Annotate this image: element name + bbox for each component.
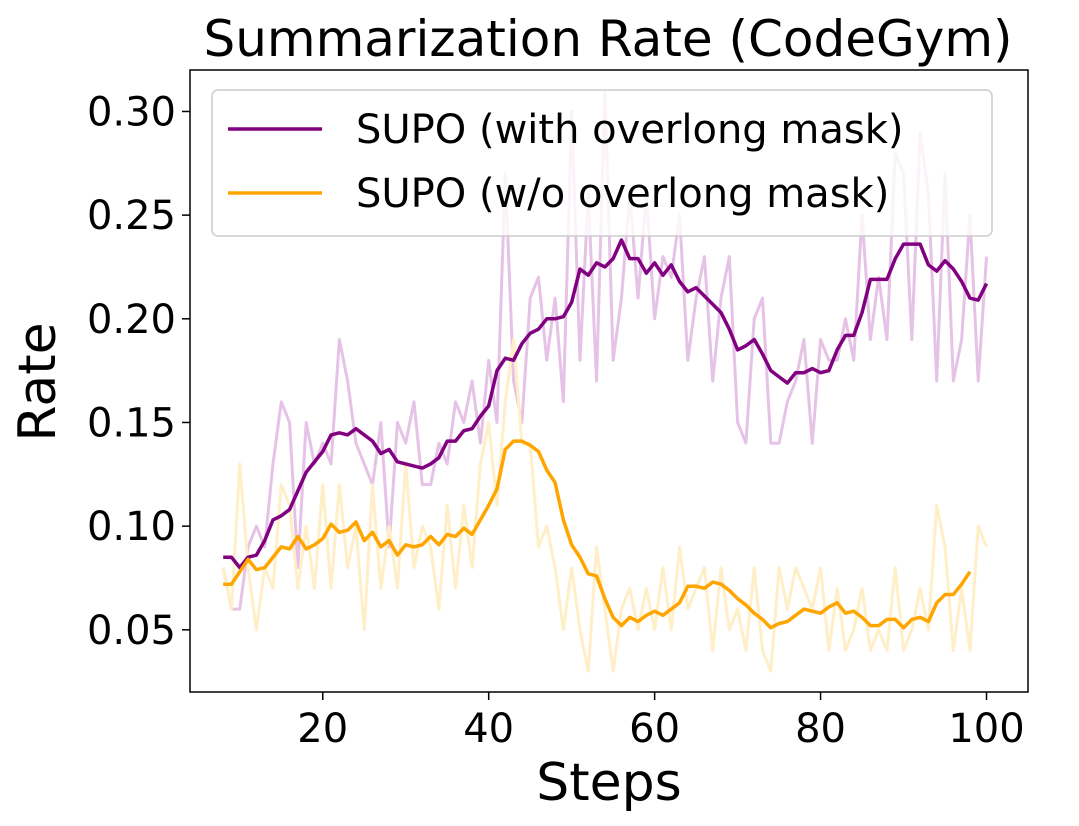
- legend-label-without-mask: SUPO (w/o overlong mask): [356, 171, 889, 217]
- y-tick-label: 0.05: [87, 608, 176, 654]
- legend: SUPO (with overlong mask) SUPO (w/o over…: [211, 89, 993, 237]
- x-axis-label: Steps: [536, 753, 682, 813]
- y-tick-label: 0.20: [87, 297, 176, 343]
- x-axis: 20 40 60 80 100: [297, 692, 1025, 752]
- x-tick-label: 100: [948, 706, 1024, 752]
- x-tick-label: 60: [629, 706, 680, 752]
- y-axis: 0.05 0.10 0.15 0.20 0.25 0.30: [87, 89, 190, 654]
- x-tick-label: 80: [795, 706, 846, 752]
- plot-frame: [189, 69, 1029, 693]
- y-tick-label: 0.15: [87, 400, 176, 446]
- y-tick-label: 0.30: [87, 89, 176, 135]
- y-tick-label: 0.25: [87, 193, 176, 239]
- raw-line-without-mask: [221, 338, 988, 673]
- smoothed-line-without-mask: [223, 439, 972, 630]
- y-tick-label: 0.10: [87, 504, 176, 550]
- smoothed-lines: [223, 238, 989, 630]
- smoothed-line-with-mask: [223, 238, 989, 570]
- x-tick-label: 40: [463, 706, 514, 752]
- x-tick-label: 20: [297, 706, 348, 752]
- legend-box: [211, 89, 993, 237]
- chart-title: Summarization Rate (CodeGym): [203, 10, 1012, 68]
- y-axis-label: Rate: [8, 322, 68, 441]
- legend-label-with-mask: SUPO (with overlong mask): [356, 107, 904, 153]
